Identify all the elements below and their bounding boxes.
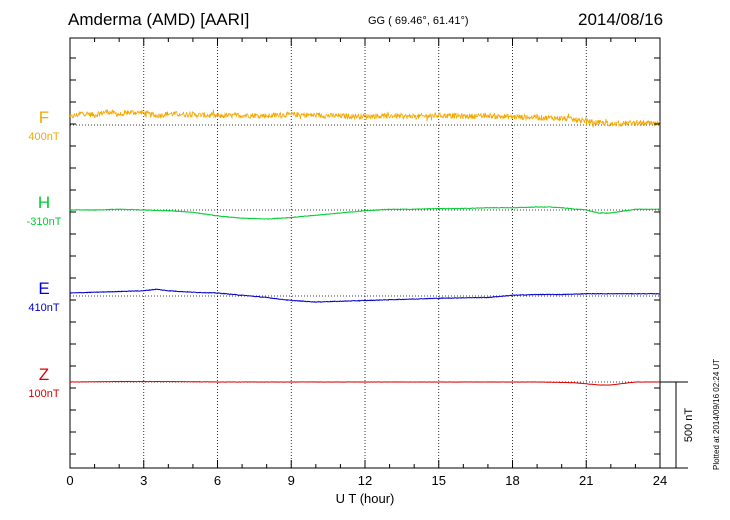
x-tick-label-15: 15 [432,473,446,488]
x-tick-label-24: 24 [653,473,667,488]
station-title: Amderma (AMD) [AARI] [68,10,250,29]
baseline-value-Z: 100nT [28,388,59,400]
trace-E [69,288,661,303]
baseline-value-H: -310nT [27,216,62,228]
baseline-value-F: 400nT [28,131,59,143]
x-tick-label-3: 3 [140,473,147,488]
scale-bar: 500 nT [660,381,695,469]
grid-lines [143,38,587,468]
x-tick-label-9: 9 [288,473,295,488]
component-label-E: E [38,279,49,298]
axis-labels: 0 3 6 9 12 15 18 21 24 U T (hour) F 400nT H -310nT E 41… [27,108,668,506]
plot-frame [69,37,661,469]
coordinates-label: GG ( 69.46°, 61.41°) [368,15,469,27]
x-tick-label-0: 0 [66,473,73,488]
x-tick-label-12: 12 [358,473,372,488]
baseline-lines [70,124,660,383]
trace-Z [69,380,660,386]
x-tick-label-18: 18 [505,473,519,488]
x-tick-label-21: 21 [579,473,593,488]
component-label-Z: Z [39,365,49,384]
scale-bar-label: 500 nT [683,408,695,443]
component-label-H: H [38,193,50,212]
axis-ticks [69,38,661,468]
date-label: 2014/08/16 [578,10,664,29]
trace-H [69,206,661,220]
plot-timestamp: Plotted at 2014/09/16 02:24 UT [712,358,721,470]
baseline-value-E: 410nT [28,302,59,314]
series-traces [69,108,661,386]
component-label-F: F [39,108,49,127]
x-axis-label: U T (hour) [336,491,395,506]
trace-F [69,108,661,128]
x-tick-label-6: 6 [214,473,221,488]
